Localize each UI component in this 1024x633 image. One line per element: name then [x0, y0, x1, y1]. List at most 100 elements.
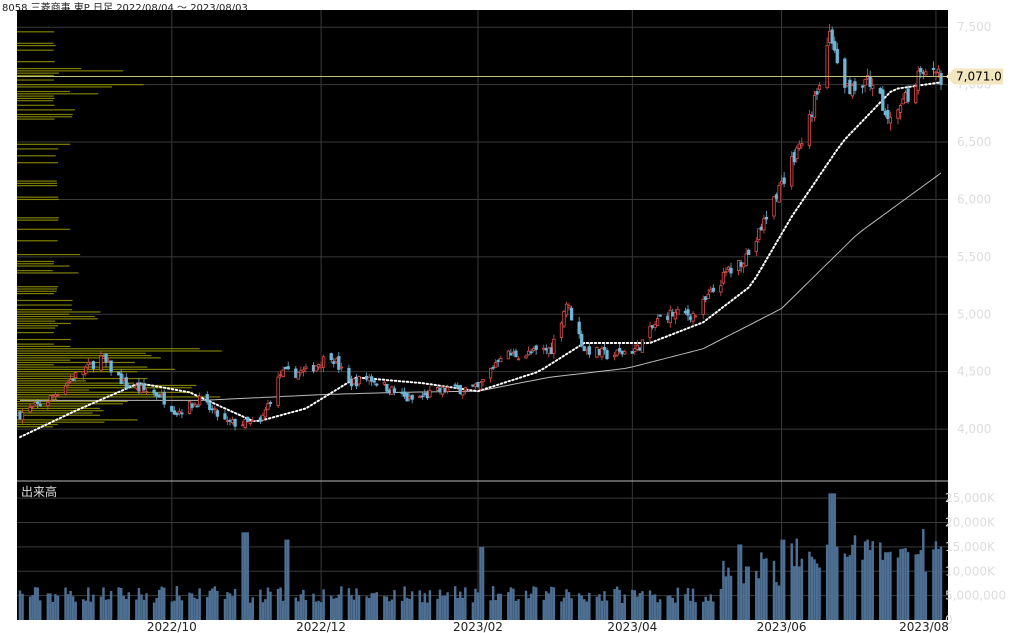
- candle-body: [506, 350, 510, 360]
- volume-bar: [390, 599, 394, 620]
- candle-body: [552, 338, 556, 354]
- candle-body: [387, 389, 392, 394]
- candle-body: [494, 362, 498, 368]
- volume-bar: [206, 597, 209, 620]
- volume-bar: [691, 588, 695, 620]
- volume-bar: [231, 596, 234, 620]
- candle-body: [443, 387, 447, 392]
- volume-bar: [117, 587, 120, 620]
- volume-bar: [853, 535, 857, 620]
- x-axis: 2022/10 2022/12 2023/02 2023/04 2023/06 2023/…: [147, 620, 949, 633]
- candle-body: [478, 382, 483, 390]
- volume-bar: [350, 594, 353, 620]
- candle-body: [352, 378, 356, 385]
- candle-body: [921, 72, 925, 74]
- volume-bar: [474, 588, 477, 620]
- volume-bar: [742, 583, 745, 620]
- volume-bar: [790, 543, 793, 620]
- volume-bar: [772, 560, 776, 620]
- candle-body: [640, 339, 645, 353]
- candle-body: [458, 384, 462, 395]
- volume-profile-bar: [17, 116, 73, 118]
- candle-body: [48, 395, 52, 401]
- candle-body: [463, 387, 467, 391]
- ma-short-line: [19, 81, 942, 439]
- candle-body: [815, 91, 819, 95]
- volume-bar: [162, 587, 166, 620]
- candle-body: [402, 391, 407, 397]
- volume-bar: [669, 595, 672, 620]
- candle-body: [246, 416, 250, 422]
- date-tick-label: 2022/12: [296, 620, 346, 633]
- current-price-badge: [946, 68, 1003, 85]
- grid: [17, 10, 948, 620]
- candle-body: [711, 287, 715, 292]
- candle-body: [757, 228, 761, 240]
- candle-body: [177, 410, 182, 415]
- volume-bar: [243, 532, 247, 620]
- candle-body: [635, 344, 640, 350]
- candle-body: [152, 389, 156, 394]
- candle-body: [736, 260, 741, 272]
- volume-bar: [795, 538, 799, 620]
- volume-bar: [529, 593, 533, 620]
- candle-body: [81, 370, 85, 376]
- candle-body: [726, 266, 731, 270]
- candle-body: [104, 353, 108, 363]
- volume-bar: [337, 594, 341, 620]
- candle-body: [418, 396, 422, 398]
- volume-profile-bar: [17, 313, 70, 315]
- candle-body: [825, 45, 829, 89]
- candle-body: [311, 365, 316, 372]
- volume-bar: [760, 552, 763, 620]
- volume-profile-bar: [17, 357, 161, 359]
- volume-bar: [266, 587, 270, 620]
- volume-bar: [580, 595, 583, 620]
- volume-bar: [739, 544, 743, 620]
- volume-bar: [868, 549, 872, 620]
- candle-body: [906, 88, 910, 102]
- candle-body: [653, 323, 657, 328]
- candle-body: [633, 348, 637, 352]
- volume-bar: [744, 566, 748, 620]
- volume-bar: [426, 602, 429, 620]
- candle-body: [438, 387, 442, 393]
- volume-bar: [180, 600, 184, 620]
- volume-bar: [547, 593, 551, 620]
- volume-bar: [436, 598, 439, 620]
- volume-bar: [648, 590, 652, 620]
- candle-body: [233, 418, 237, 427]
- volume-profile-bar: [17, 155, 56, 157]
- volume-bar: [512, 588, 515, 620]
- candle-body: [71, 378, 75, 381]
- candle-body: [648, 325, 652, 338]
- candle-body: [301, 369, 306, 372]
- candle-body: [124, 377, 128, 389]
- volume-profile-bar: [17, 382, 135, 384]
- candle-body: [564, 303, 569, 316]
- volume-bar: [284, 539, 287, 620]
- volume-bar: [886, 552, 890, 620]
- volume-bar: [193, 597, 196, 620]
- candle-body: [683, 310, 688, 314]
- candle-body: [531, 348, 536, 351]
- volume-bar: [122, 595, 125, 620]
- candle-body: [28, 406, 32, 413]
- volume-bar: [453, 586, 457, 620]
- candle-body: [701, 298, 705, 315]
- volume-bar: [332, 598, 335, 620]
- candle-body: [286, 366, 290, 370]
- volume-bar: [370, 593, 373, 620]
- volume-bar: [828, 493, 831, 620]
- volume-profile-bar: [17, 343, 54, 345]
- candle-body: [294, 368, 298, 378]
- volume-bar: [190, 593, 194, 620]
- volume-profile-bar: [17, 217, 59, 219]
- candle-body: [666, 315, 670, 320]
- volume-profile-bar: [17, 290, 57, 292]
- volume-bar: [372, 593, 376, 620]
- candle-body: [488, 368, 493, 379]
- volume-bar: [312, 593, 315, 620]
- volume-bar: [719, 588, 723, 620]
- candle-body: [299, 370, 303, 374]
